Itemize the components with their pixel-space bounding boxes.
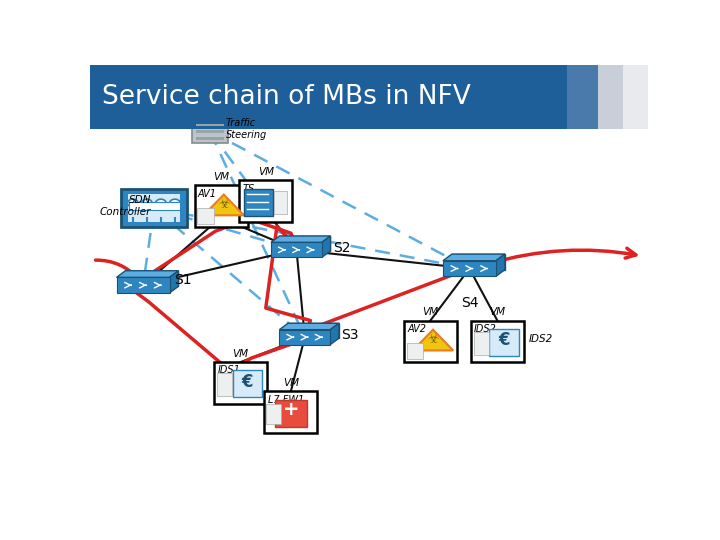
FancyBboxPatch shape [196, 124, 224, 126]
FancyBboxPatch shape [197, 208, 215, 224]
FancyBboxPatch shape [471, 321, 524, 362]
Text: IDS2: IDS2 [474, 324, 497, 334]
Text: €: € [242, 373, 253, 391]
FancyBboxPatch shape [192, 119, 228, 144]
FancyBboxPatch shape [122, 190, 187, 227]
Polygon shape [330, 323, 339, 345]
FancyBboxPatch shape [264, 391, 318, 433]
Text: VM: VM [213, 172, 229, 182]
FancyBboxPatch shape [274, 191, 287, 214]
FancyBboxPatch shape [233, 370, 262, 397]
Text: +: + [283, 401, 299, 420]
Polygon shape [413, 329, 453, 350]
FancyBboxPatch shape [266, 404, 282, 424]
Text: L7 FW1: L7 FW1 [268, 395, 304, 404]
FancyBboxPatch shape [490, 329, 518, 356]
FancyBboxPatch shape [90, 65, 567, 129]
Polygon shape [169, 271, 179, 293]
FancyBboxPatch shape [217, 373, 232, 396]
FancyBboxPatch shape [279, 329, 330, 345]
FancyBboxPatch shape [474, 332, 489, 355]
Text: VM: VM [490, 307, 505, 317]
FancyBboxPatch shape [117, 278, 169, 293]
Circle shape [142, 199, 152, 207]
Text: VM: VM [423, 307, 438, 317]
Text: VM: VM [233, 349, 248, 359]
Polygon shape [271, 236, 330, 242]
FancyBboxPatch shape [196, 131, 224, 133]
Text: S4: S4 [461, 295, 478, 309]
Text: SDN
Controller: SDN Controller [100, 195, 151, 217]
Text: IDS1: IDS1 [217, 366, 240, 375]
FancyBboxPatch shape [623, 65, 648, 129]
FancyBboxPatch shape [407, 343, 423, 359]
Text: ☣: ☣ [218, 198, 230, 211]
FancyBboxPatch shape [194, 185, 248, 227]
Text: AV2: AV2 [408, 324, 426, 334]
Text: S2: S2 [333, 241, 350, 255]
Polygon shape [279, 236, 330, 251]
Polygon shape [279, 323, 339, 329]
FancyBboxPatch shape [567, 65, 598, 129]
Text: TS: TS [243, 184, 255, 194]
Polygon shape [117, 271, 179, 278]
Polygon shape [443, 254, 505, 261]
Polygon shape [496, 254, 505, 276]
Polygon shape [125, 271, 179, 286]
Text: VM: VM [258, 167, 274, 177]
FancyBboxPatch shape [196, 137, 224, 140]
Circle shape [156, 199, 166, 207]
Text: €: € [498, 332, 510, 349]
Polygon shape [322, 236, 330, 258]
Polygon shape [204, 194, 244, 215]
FancyBboxPatch shape [239, 180, 292, 222]
FancyBboxPatch shape [243, 188, 273, 216]
Text: Traffic
Steering: Traffic Steering [225, 118, 267, 140]
FancyBboxPatch shape [598, 65, 623, 129]
FancyBboxPatch shape [404, 321, 457, 362]
FancyBboxPatch shape [214, 362, 267, 404]
Text: IDS2: IDS2 [528, 334, 552, 344]
FancyBboxPatch shape [129, 202, 180, 210]
Polygon shape [288, 323, 339, 338]
FancyBboxPatch shape [275, 400, 307, 427]
Circle shape [170, 199, 180, 207]
Polygon shape [452, 254, 505, 269]
Text: S1: S1 [174, 273, 192, 287]
Text: AV1: AV1 [198, 188, 217, 199]
FancyBboxPatch shape [271, 242, 322, 258]
Text: Service chain of MBs in NFV: Service chain of MBs in NFV [102, 84, 471, 110]
FancyBboxPatch shape [443, 261, 496, 276]
Text: VM: VM [283, 378, 299, 388]
FancyBboxPatch shape [128, 194, 180, 222]
Circle shape [127, 199, 138, 207]
Text: ☣: ☣ [428, 333, 438, 346]
Text: S3: S3 [341, 328, 359, 342]
